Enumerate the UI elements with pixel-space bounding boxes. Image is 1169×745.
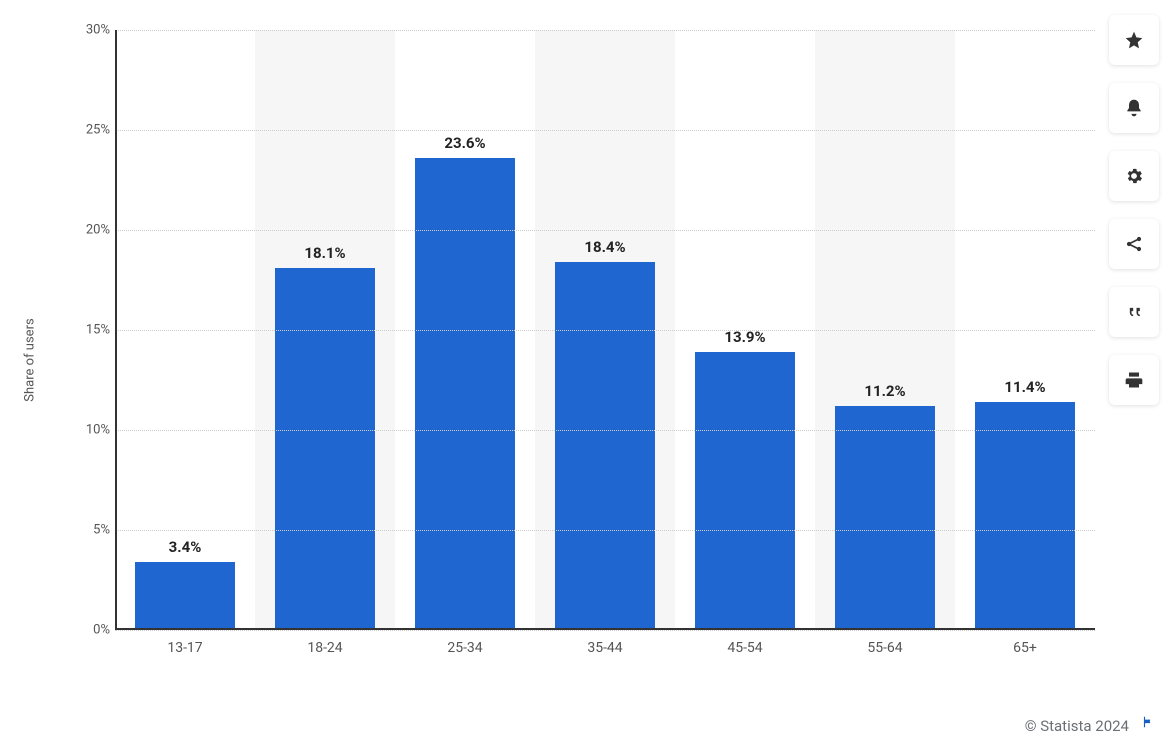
gridline	[115, 130, 1095, 131]
flag-icon	[1141, 715, 1155, 729]
print-icon	[1124, 370, 1144, 390]
gear-icon	[1124, 166, 1144, 186]
y-axis-label: Share of users	[23, 318, 38, 401]
bar-value-label: 18.1%	[304, 244, 345, 262]
bar[interactable]: 3.4%	[135, 562, 236, 630]
y-tick-label: 25%	[65, 123, 110, 138]
favorite-button[interactable]	[1109, 15, 1159, 65]
bar-value-label: 11.2%	[864, 382, 905, 400]
bar[interactable]: 18.1%	[275, 268, 376, 630]
notifications-button[interactable]	[1109, 83, 1159, 133]
chart-container: Share of users 3.4%13-1718.1%18-2423.6%2…	[45, 30, 1095, 690]
gridline	[115, 430, 1095, 431]
x-tick-label: 35-44	[535, 640, 675, 656]
y-tick-label: 10%	[65, 423, 110, 438]
bar[interactable]: 11.2%	[835, 406, 936, 630]
quote-icon	[1124, 302, 1144, 322]
gridline	[115, 230, 1095, 231]
x-axis-line	[115, 628, 1095, 630]
attribution-text: © Statista 2024	[1025, 717, 1129, 735]
gridline	[115, 630, 1095, 631]
x-tick-label: 25-34	[395, 640, 535, 656]
bar-value-label: 3.4%	[169, 538, 202, 556]
side-toolbar	[1109, 15, 1159, 405]
share-icon	[1124, 234, 1144, 254]
bar-value-label: 11.4%	[1004, 378, 1045, 396]
gridline	[115, 30, 1095, 31]
bar-value-label: 23.6%	[444, 134, 485, 152]
share-button[interactable]	[1109, 219, 1159, 269]
x-tick-label: 13-17	[115, 640, 255, 656]
cite-button[interactable]	[1109, 287, 1159, 337]
plot-area: 3.4%13-1718.1%18-2423.6%25-3418.4%35-441…	[115, 30, 1095, 630]
print-button[interactable]	[1109, 355, 1159, 405]
report-button[interactable]	[1141, 714, 1155, 733]
x-tick-label: 18-24	[255, 640, 395, 656]
bar[interactable]: 11.4%	[975, 402, 1076, 630]
y-tick-label: 5%	[65, 523, 110, 538]
star-icon	[1124, 30, 1144, 50]
bar[interactable]: 18.4%	[555, 262, 656, 630]
bar[interactable]: 13.9%	[695, 352, 796, 630]
x-tick-label: 55-64	[815, 640, 955, 656]
y-axis-line	[115, 30, 117, 630]
y-tick-label: 20%	[65, 223, 110, 238]
gridline	[115, 530, 1095, 531]
bar[interactable]: 23.6%	[415, 158, 516, 630]
settings-button[interactable]	[1109, 151, 1159, 201]
gridline	[115, 330, 1095, 331]
bell-icon	[1124, 98, 1144, 118]
y-tick-label: 0%	[65, 623, 110, 638]
y-tick-label: 15%	[65, 323, 110, 338]
bar-value-label: 18.4%	[584, 238, 625, 256]
y-tick-label: 30%	[65, 23, 110, 38]
x-tick-label: 65+	[955, 640, 1095, 656]
x-tick-label: 45-54	[675, 640, 815, 656]
